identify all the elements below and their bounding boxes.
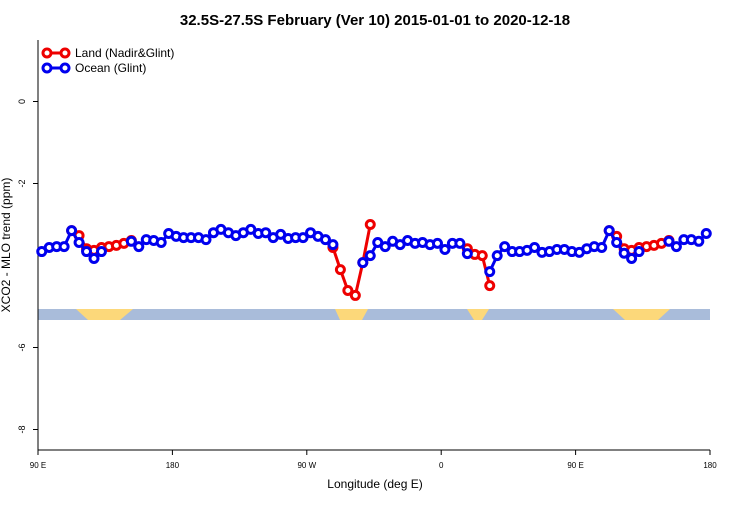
- x-axis-label: Longitude (deg E): [327, 477, 422, 491]
- legend-label: Ocean (Glint): [75, 61, 146, 75]
- legend-marker: [59, 47, 71, 59]
- data-point: [364, 219, 376, 230]
- data-point: [633, 246, 645, 258]
- legend-marker: [41, 62, 53, 74]
- data-point: [529, 241, 541, 253]
- data-point: [693, 235, 705, 247]
- x-tick-label: 90 E: [30, 461, 46, 470]
- data-point: [626, 253, 638, 265]
- data-point: [379, 241, 391, 253]
- y-axis-label: XCO2 - MLO trend (ppm): [0, 178, 13, 313]
- data-point: [596, 241, 608, 253]
- data-point: [334, 264, 346, 276]
- data-point: [66, 225, 78, 237]
- data-point: [491, 250, 503, 262]
- data-point: [454, 237, 466, 249]
- data-point: [88, 253, 100, 265]
- data-point: [155, 237, 167, 249]
- x-tick-label: 90 E: [567, 461, 583, 470]
- series: [36, 223, 712, 278]
- data-point: [663, 235, 675, 247]
- data-point: [349, 289, 361, 301]
- ocean-strip: [38, 309, 710, 320]
- data-point: [700, 228, 712, 240]
- data-point: [327, 239, 339, 251]
- x-tick-label: 90 W: [297, 461, 316, 470]
- land-strip: [335, 309, 368, 320]
- chart-title: 32.5S-27.5S February (Ver 10) 2015-01-01…: [180, 12, 570, 29]
- data-point: [319, 234, 331, 246]
- data-point: [260, 227, 272, 239]
- data-point: [476, 250, 488, 262]
- data-point: [125, 235, 137, 247]
- y-tick-label: -6: [17, 343, 27, 351]
- x-tick-label: 180: [703, 461, 717, 470]
- data-point: [611, 237, 623, 249]
- legend: Land (Nadir&Glint)Ocean (Glint): [41, 46, 174, 75]
- data-point: [461, 248, 473, 260]
- land-strip: [613, 309, 670, 320]
- legend-marker: [41, 47, 53, 59]
- data-point: [200, 234, 212, 246]
- land-ocean-strip: [38, 309, 710, 320]
- data-point: [342, 285, 354, 297]
- data-point: [357, 257, 369, 269]
- legend-label: Land (Nadir&Glint): [75, 46, 174, 60]
- data-point: [73, 237, 85, 249]
- data-point: [499, 241, 511, 253]
- data-point: [618, 247, 630, 259]
- data-point: [484, 266, 496, 278]
- data-point: [603, 225, 615, 237]
- data-point: [81, 246, 93, 258]
- data-point: [439, 244, 451, 256]
- data-point: [484, 280, 496, 292]
- x-tick-label: 0: [439, 461, 444, 470]
- data-point: [133, 241, 145, 253]
- y-tick-label: -8: [17, 425, 27, 433]
- data-point: [58, 241, 70, 253]
- data-point: [670, 241, 682, 253]
- land-strip: [467, 309, 489, 320]
- data-point: [297, 232, 309, 244]
- x-tick-label: 180: [166, 461, 180, 470]
- data-point: [431, 237, 443, 249]
- y-tick-label: -2: [17, 179, 27, 187]
- data-point: [364, 250, 376, 262]
- land-strip: [76, 309, 133, 320]
- y-tick-label: 0: [17, 99, 27, 104]
- legend-marker: [59, 62, 71, 74]
- data-point: [95, 246, 107, 258]
